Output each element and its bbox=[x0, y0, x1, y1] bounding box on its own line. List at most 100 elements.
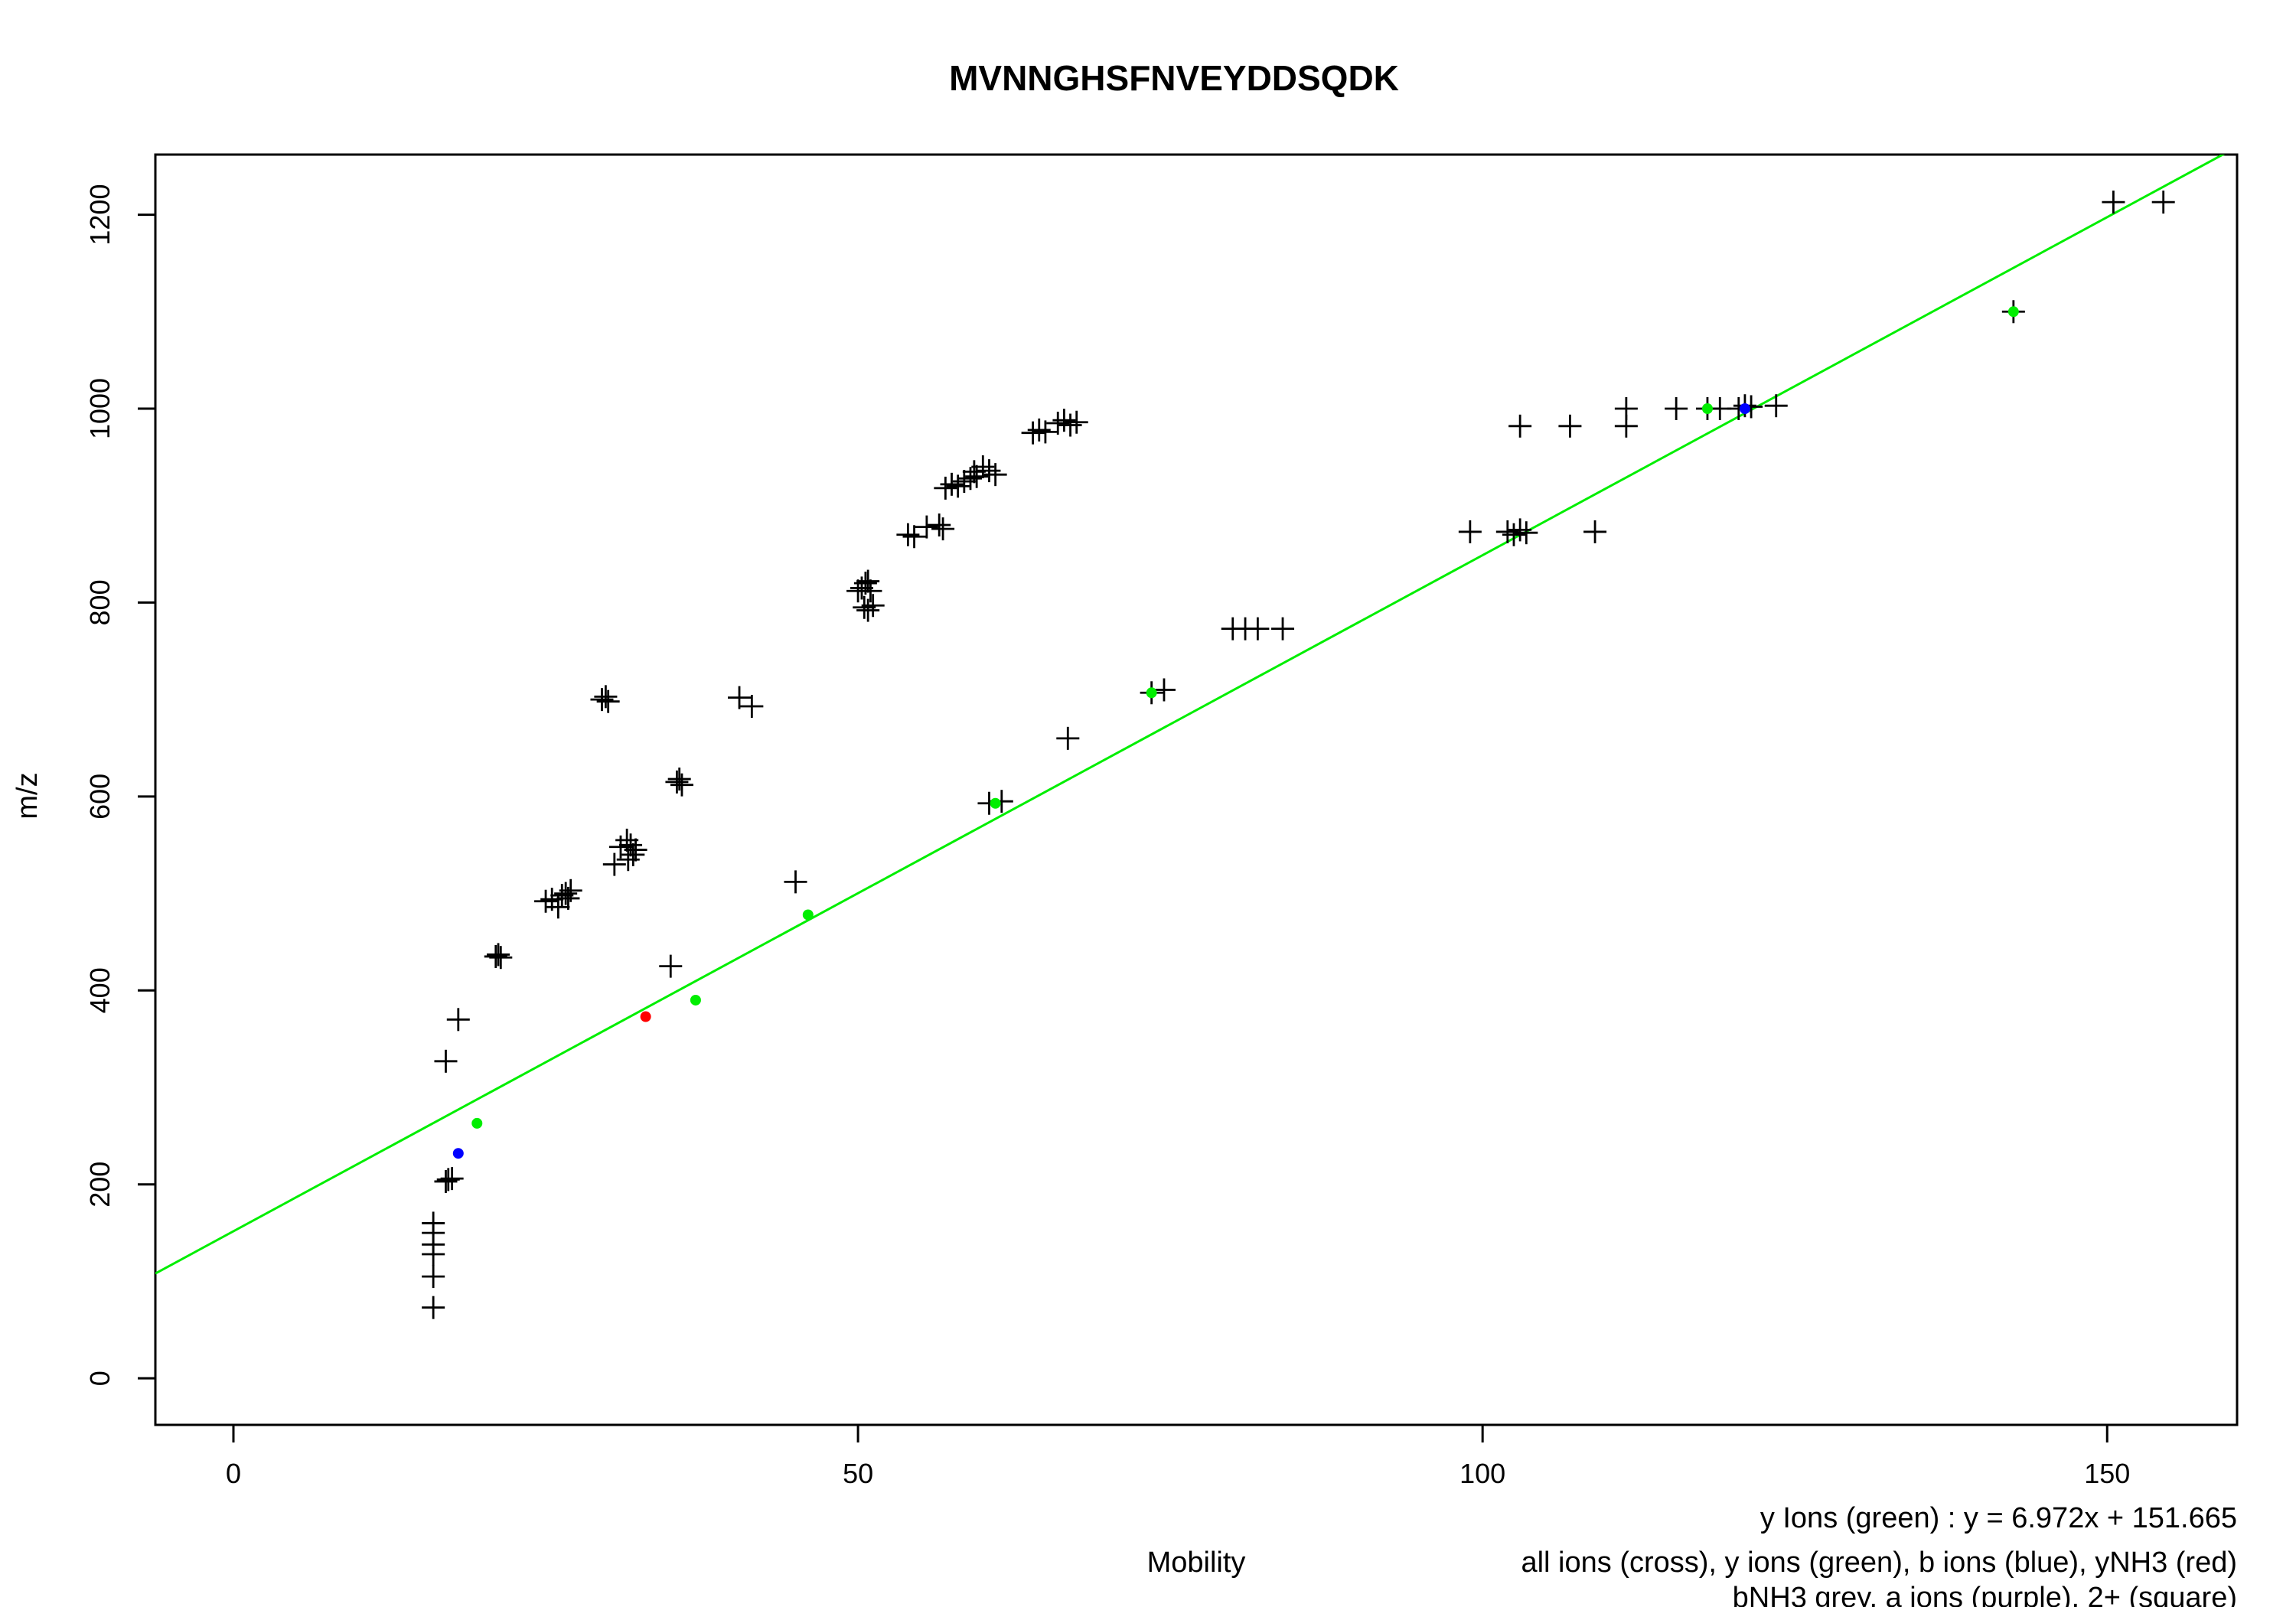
ion-point-cross bbox=[1033, 420, 1057, 444]
ion-point-cross bbox=[554, 882, 578, 905]
ion-point-cross bbox=[1665, 397, 1688, 420]
ion-point-cross bbox=[1152, 678, 1176, 702]
ion-point-cross bbox=[1052, 409, 1076, 432]
ion-point-cross bbox=[728, 686, 752, 709]
y-ion-point bbox=[2007, 306, 2019, 318]
ion-point-cross bbox=[971, 455, 995, 479]
ion-point-cross bbox=[534, 889, 558, 913]
ion-point-cross bbox=[983, 463, 1007, 487]
b-ion-point bbox=[452, 1148, 464, 1159]
ion-point-cross bbox=[859, 579, 882, 603]
ion-point-cross bbox=[659, 954, 683, 978]
ion-point-cross bbox=[1558, 414, 1582, 438]
ion-point-cross bbox=[965, 464, 989, 488]
regression-line bbox=[155, 155, 2226, 1275]
x-tick-label: 100 bbox=[1459, 1458, 1505, 1489]
ion-point-cross bbox=[2102, 191, 2125, 214]
ion-point-cross bbox=[952, 470, 976, 494]
ion-point-cross bbox=[2151, 191, 2175, 214]
ion-point-cross bbox=[1271, 617, 1295, 641]
ion-point-cross bbox=[1502, 523, 1525, 546]
ion-point-cross bbox=[550, 884, 574, 908]
y-tick-label: 1200 bbox=[84, 184, 116, 246]
y-tick-label: 600 bbox=[84, 774, 116, 820]
ion-point-cross bbox=[1056, 726, 1080, 750]
ion-point-cross bbox=[434, 1169, 458, 1193]
legend-line-1: all ions (cross), y ions (green), b ions… bbox=[1521, 1547, 2237, 1579]
ion-point-cross bbox=[946, 474, 970, 498]
ion-point-cross bbox=[446, 1008, 470, 1032]
ion-point-cross bbox=[422, 1265, 445, 1289]
ion-point-cross bbox=[619, 833, 643, 857]
ion-point-cross bbox=[667, 768, 691, 791]
ion-point-cross bbox=[915, 515, 938, 539]
ion-point-cross bbox=[931, 517, 955, 541]
y-ion-point bbox=[990, 797, 1001, 809]
y-ion-point bbox=[1701, 403, 1713, 414]
ion-point-cross bbox=[616, 848, 640, 872]
ion-point-cross bbox=[434, 1049, 458, 1073]
ion-point-cross bbox=[853, 595, 876, 619]
ion-point-cross bbox=[670, 773, 693, 797]
ion-point-cross bbox=[977, 459, 1001, 483]
y-ion-point bbox=[690, 994, 701, 1006]
ion-point-cross bbox=[1583, 520, 1607, 543]
ion-point-cross bbox=[940, 472, 964, 496]
y-ion-point bbox=[1146, 687, 1157, 699]
points-layer bbox=[422, 191, 2175, 1319]
ion-point-cross bbox=[1027, 418, 1051, 442]
y-tick-label: 800 bbox=[84, 579, 116, 625]
ion-point-cross bbox=[422, 1211, 445, 1235]
ion-point-cross bbox=[861, 594, 885, 618]
ion-point-cross bbox=[1508, 414, 1532, 438]
ion-point-cross bbox=[1458, 520, 1482, 543]
ion-point-cross bbox=[546, 895, 570, 919]
ion-point-cross bbox=[928, 513, 951, 537]
legend-line-2: bNH3 grey, a ions (purple), 2+ (square) bbox=[1733, 1582, 2237, 1607]
ion-point-cross bbox=[596, 689, 620, 713]
ion-point-cross bbox=[594, 685, 618, 709]
ion-point-cross bbox=[1508, 518, 1532, 542]
y-tick-label: 400 bbox=[84, 967, 116, 1013]
ion-point-cross bbox=[856, 569, 880, 593]
fit-layer bbox=[155, 155, 2226, 1275]
ion-point-cross bbox=[1065, 410, 1088, 434]
ion-point-cross bbox=[1058, 413, 1082, 437]
ion-point-cross bbox=[1614, 397, 1638, 420]
chart-title: MVNNGHSFNVEYDDSQDK bbox=[949, 58, 1399, 98]
b-ion-point bbox=[1739, 403, 1750, 414]
x-axis: 0 50 100 150 bbox=[226, 1423, 2130, 1489]
fit-equation-label: y Ions (green) : y = 6.972x + 151.665 bbox=[1760, 1502, 2237, 1534]
ion-point-cross bbox=[615, 828, 639, 852]
ion-point-cross bbox=[784, 870, 807, 894]
y-tick-label: 200 bbox=[84, 1162, 116, 1208]
x-tick-label: 0 bbox=[226, 1458, 241, 1489]
ion-point-cross bbox=[902, 525, 926, 549]
ion-point-cross bbox=[1764, 394, 1788, 418]
ion-point-cross bbox=[489, 946, 513, 970]
y-tick-label: 0 bbox=[84, 1371, 116, 1386]
x-axis-label: Mobility bbox=[1147, 1547, 1246, 1579]
y-ion-point bbox=[802, 909, 814, 921]
ion-point-cross bbox=[422, 1296, 445, 1319]
ion-point-cross bbox=[934, 476, 957, 500]
y-axis: 0 200 400 600 800 1000 1200 bbox=[84, 184, 157, 1386]
y-tick-label: 1000 bbox=[84, 378, 116, 439]
ion-point-cross bbox=[896, 523, 920, 546]
ion-point-cross bbox=[440, 1167, 464, 1191]
x-tick-label: 50 bbox=[843, 1458, 873, 1489]
ion-point-cross bbox=[602, 852, 626, 876]
ynh3-ion-point bbox=[640, 1011, 651, 1022]
y-ion-point bbox=[471, 1117, 483, 1129]
ion-point-cross bbox=[665, 770, 689, 794]
ion-point-cross bbox=[556, 886, 580, 910]
ion-point-cross bbox=[487, 943, 510, 966]
y-axis-label: m/z bbox=[11, 772, 44, 819]
ion-point-cross bbox=[621, 843, 645, 866]
ion-point-cross bbox=[856, 598, 880, 622]
ion-point-cross bbox=[1515, 521, 1538, 545]
ion-point-cross bbox=[1246, 617, 1270, 641]
x-tick-label: 150 bbox=[2084, 1458, 2130, 1489]
